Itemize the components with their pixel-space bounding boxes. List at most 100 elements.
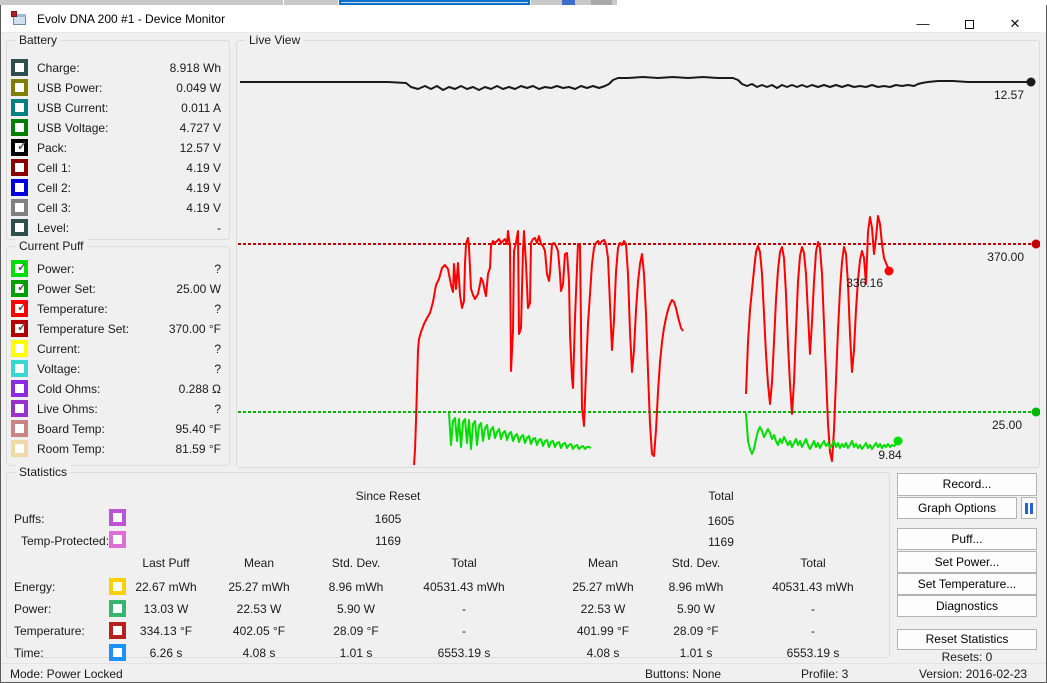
battery-value: -: [217, 221, 221, 235]
battery-value: 4.19 V: [186, 181, 221, 195]
current-puff-label: Power Set:: [37, 282, 96, 296]
temp-protected-since-value: 1169: [375, 534, 401, 548]
current-puff-value: ?: [214, 302, 221, 316]
battery-checkbox-1[interactable]: [11, 79, 28, 96]
battery-label: USB Current:: [37, 101, 109, 115]
battery-row: Level: -: [7, 219, 229, 240]
current-puff-checkbox-6[interactable]: [11, 380, 28, 397]
current-puff-row: Room Temp: 81.59 °F: [7, 440, 229, 461]
power-puff-1-line: [448, 412, 592, 450]
stat-value: -: [462, 624, 466, 638]
battery-groupbox: Battery Charge: 8.918 Wh USB Power: 0.049 W…: [6, 33, 230, 240]
close-button[interactable]: ✕: [1009, 16, 1021, 31]
graph-options-button[interactable]: Graph Options: [897, 497, 1017, 519]
stat-checkbox-3[interactable]: [109, 644, 126, 661]
current-puff-row: Current:?: [7, 340, 229, 361]
stat-value: 1.01 s: [679, 646, 713, 660]
current-puff-checkbox-4[interactable]: [11, 340, 28, 357]
stat-checkbox-2[interactable]: [109, 622, 126, 639]
stat-column-header: Total: [800, 556, 826, 570]
stat-value: 13.03 W: [143, 602, 189, 616]
puff-button[interactable]: Puff...: [897, 528, 1037, 550]
record-button[interactable]: Record...: [897, 473, 1037, 496]
set-temperature-button[interactable]: Set Temperature...: [897, 573, 1037, 595]
battery-checkbox-0[interactable]: [11, 59, 28, 76]
temperature-puff-2-value-label: 336.16: [846, 276, 883, 290]
battery-group-title: Battery: [15, 33, 62, 47]
live-view-groupbox: Live View 12.57 370.00 25.00 336.16 9.84: [236, 33, 1040, 468]
battery-label: USB Power:: [37, 81, 103, 95]
current-puff-checkbox-7[interactable]: [11, 400, 28, 417]
stat-value: 1.01 s: [339, 646, 373, 660]
pause-graph-button[interactable]: [1021, 497, 1037, 519]
battery-checkbox-4[interactable]: ✓: [11, 139, 28, 156]
stat-column-header: Std. Dev.: [671, 556, 721, 570]
battery-checkbox-8[interactable]: [11, 219, 28, 236]
set-power-button[interactable]: Set Power...: [897, 551, 1037, 573]
status-version: Version: 2016-02-23: [919, 667, 1028, 681]
current-puff-label: Cold Ohms:: [37, 382, 101, 396]
current-puff-value: ?: [214, 402, 221, 416]
current-puff-row: ✓ Power:?: [7, 260, 229, 281]
stat-value: 401.99 °F: [576, 624, 630, 638]
current-puff-checkbox-2[interactable]: ✓: [11, 300, 28, 317]
stat-checkbox-1[interactable]: [109, 600, 126, 617]
pack-voltage-line: [240, 76, 1031, 91]
stat-value: 5.90 W: [676, 602, 716, 616]
stat-value: 28.09 °F: [673, 624, 719, 638]
titlebar[interactable]: Evolv DNA 200 #1 - Device Monitor — ✕: [1, 5, 1046, 33]
battery-checkbox-7[interactable]: [11, 199, 28, 216]
minimize-button[interactable]: —: [916, 16, 930, 31]
puffs-checkbox[interactable]: [109, 509, 126, 526]
battery-value: 8.918 Wh: [169, 61, 221, 75]
current-puff-checkbox-3[interactable]: ✓: [11, 320, 28, 337]
total-header: Total: [708, 489, 734, 503]
current-puff-checkbox-1[interactable]: ✓: [11, 280, 28, 297]
current-puff-group-title: Current Puff: [15, 239, 88, 253]
battery-value: 12.57 V: [179, 141, 221, 155]
stat-column-header: Mean: [587, 556, 619, 570]
current-puff-checkbox-5[interactable]: [11, 360, 28, 377]
current-puff-label: Current:: [37, 342, 81, 356]
battery-checkbox-3[interactable]: [11, 119, 28, 136]
window-title: Evolv DNA 200 #1 - Device Monitor: [37, 12, 226, 26]
battery-checkbox-6[interactable]: [11, 179, 28, 196]
stat-row-label: Time:: [14, 646, 44, 660]
current-puff-checkbox-8[interactable]: [11, 420, 28, 437]
pack-voltage-value-label: 12.57: [994, 88, 1024, 102]
stat-value: 22.67 mWh: [135, 580, 197, 594]
battery-value: 4.727 V: [179, 121, 221, 135]
reset-statistics-button[interactable]: Reset Statistics: [897, 629, 1037, 650]
stat-checkbox-0[interactable]: [109, 578, 126, 595]
stat-value: 25.27 mWh: [572, 580, 634, 594]
stat-value: -: [462, 602, 466, 616]
power-puff-2-end-dot: [893, 436, 903, 446]
current-puff-checkbox-9[interactable]: [11, 440, 28, 457]
stat-value: 6553.19 s: [437, 646, 491, 660]
current-puff-checkbox-0[interactable]: ✓: [11, 260, 28, 277]
battery-label: Charge:: [37, 61, 80, 75]
stat-value: -: [811, 602, 815, 616]
stat-column-header: Last Puff: [142, 556, 190, 570]
current-puff-label: Voltage:: [37, 362, 81, 376]
current-puff-value: 0.288 Ω: [178, 382, 221, 396]
background-window-fragment: [591, 0, 612, 5]
battery-checkbox-2[interactable]: [11, 99, 28, 116]
temp-protected-label: Temp-Protected:: [21, 534, 110, 548]
stat-value: 40531.43 mWh: [423, 580, 505, 594]
current-puff-row: ✓ Power Set: 25.00 W: [7, 280, 229, 301]
battery-value: 0.011 A: [181, 101, 221, 115]
maximize-button[interactable]: [946, 10, 992, 38]
temperature-puff-1-line: [413, 230, 684, 466]
battery-row: Charge: 8.918 Wh: [7, 59, 229, 80]
temp-protected-checkbox[interactable]: [109, 531, 126, 548]
background-window-strip: [0, 0, 1047, 5]
diagnostics-button[interactable]: Diagnostics: [897, 595, 1037, 617]
app-icon: [11, 11, 27, 27]
stat-value: 25.27 mWh: [228, 580, 290, 594]
live-chart[interactable]: 12.57 370.00 25.00 336.16 9.84: [238, 42, 1040, 468]
battery-checkbox-5[interactable]: [11, 159, 28, 176]
live-view-group-title: Live View: [245, 33, 305, 47]
statistics-groupbox: Statistics Since Reset Total Puffs: 1605…: [6, 465, 890, 661]
stat-row-label: Temperature:: [14, 624, 85, 638]
